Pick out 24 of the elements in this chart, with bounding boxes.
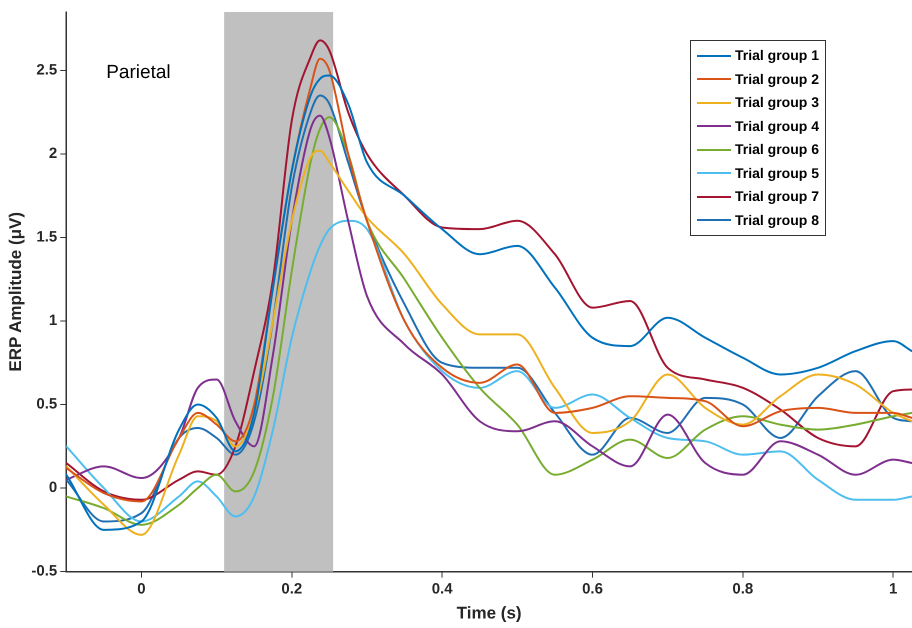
x-tick-label: 0.6 [582, 580, 603, 598]
y-tick-label: 2 [48, 145, 58, 162]
x-tick-label: 0 [137, 580, 146, 598]
legend-label: Trial group 8 [734, 210, 819, 230]
y-tick-label: 1 [48, 312, 58, 330]
legend-label: Trial group 6 [734, 140, 819, 159]
legend-label: Trial group 2 [734, 70, 819, 89]
y-tick-label: -0.5 [31, 562, 58, 580]
legend-label: Trial group 3 [734, 93, 819, 112]
x-axis-title: Time (s) [456, 603, 522, 622]
y-axis-title: ERP Amplitude (μV) [6, 212, 25, 372]
x-tick-label: 0.2 [281, 580, 302, 598]
legend-label: Trial group 1 [734, 46, 819, 65]
x-tick-label: 1 [889, 580, 898, 598]
x-tick-label: 0.8 [732, 580, 754, 598]
y-tick-label: 2.5 [36, 62, 58, 79]
y-tick-label: 0 [48, 479, 58, 496]
y-tick-label: 1.5 [36, 228, 58, 246]
y-tick-label: 0.5 [36, 396, 58, 413]
x-tick-label: 0.4 [432, 580, 454, 598]
legend-label: Trial group 4 [734, 116, 819, 136]
legend-label: Trial group 7 [734, 187, 819, 206]
annotation: Parietal [106, 62, 171, 84]
legend-label: Trial group 5 [734, 164, 819, 183]
